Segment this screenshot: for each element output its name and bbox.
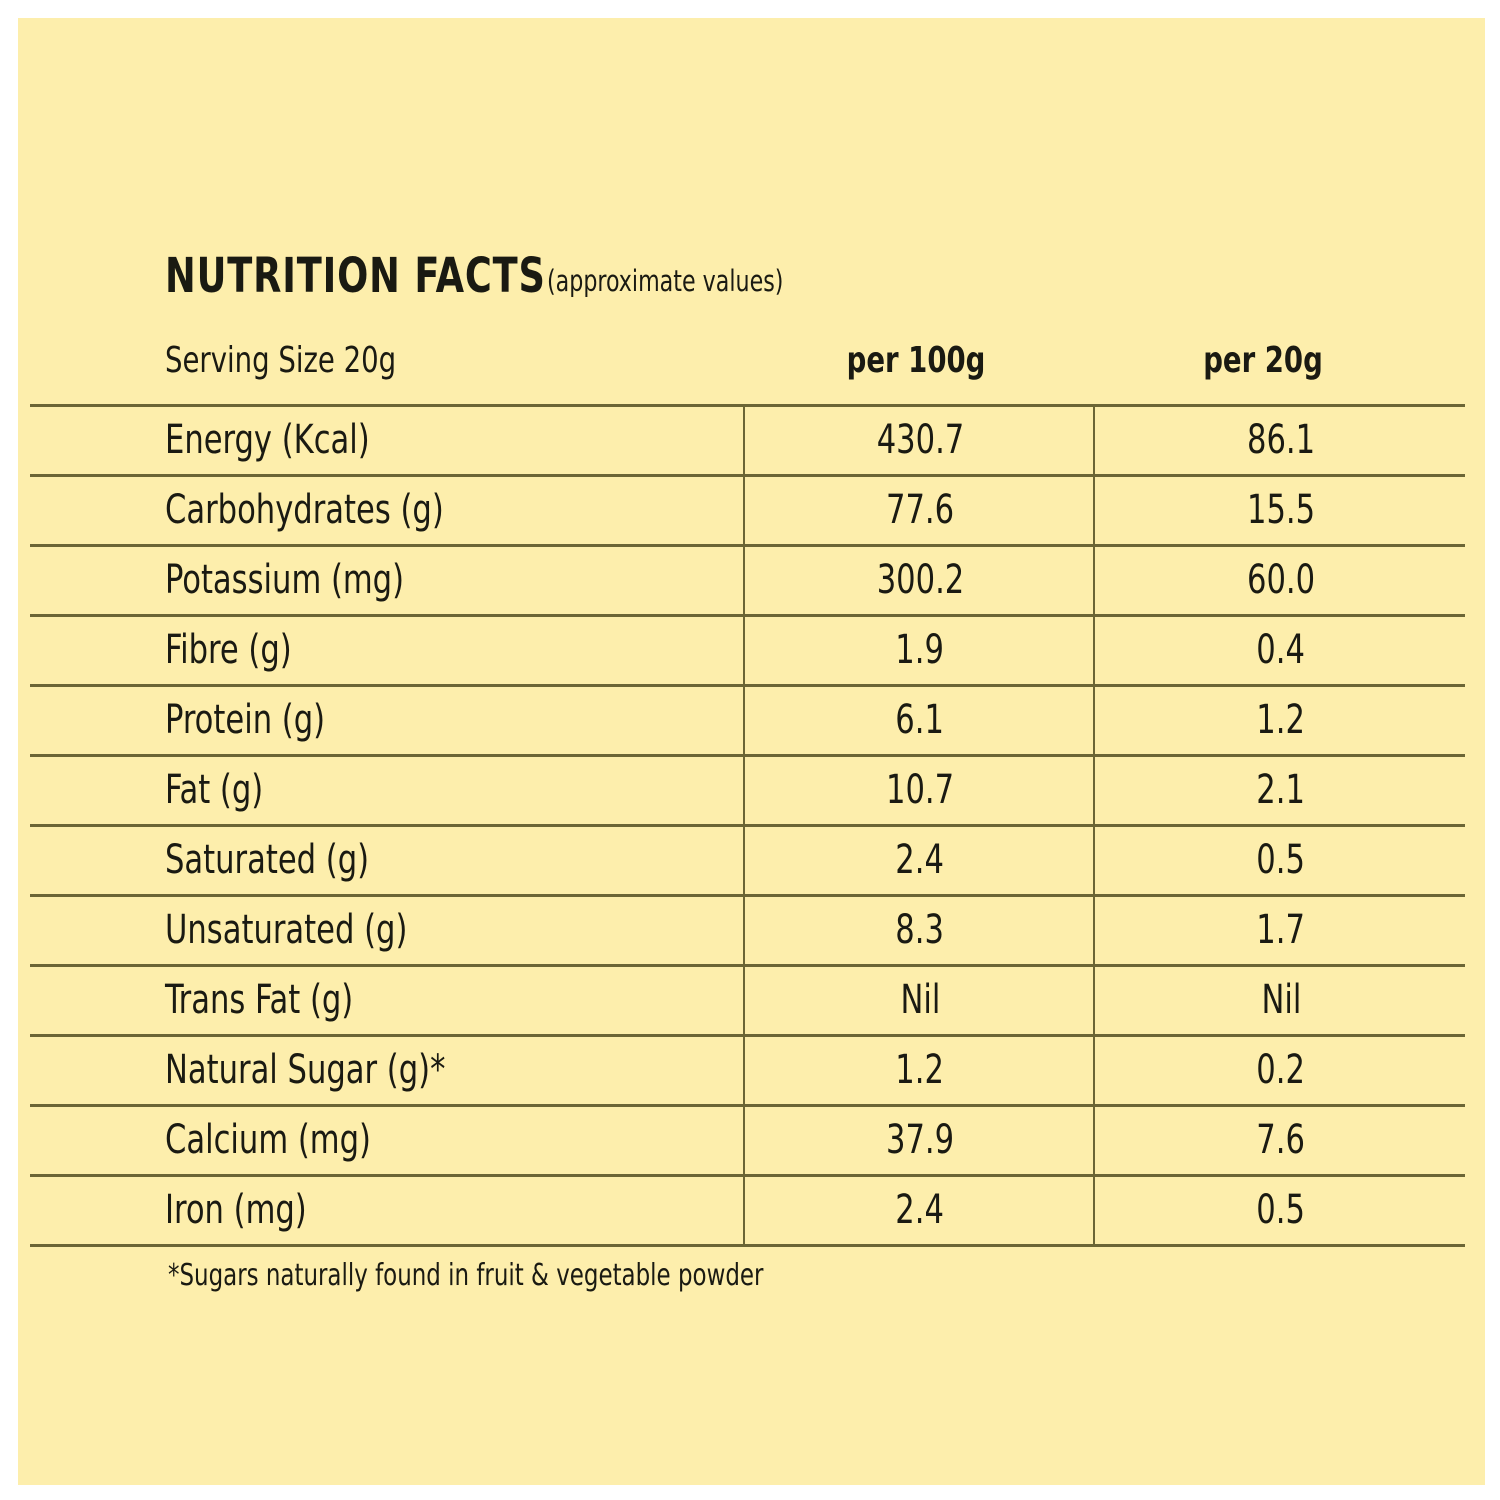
page-title: NUTRITION FACTS: [165, 248, 546, 304]
value-per-100g: 430.7: [743, 407, 1095, 474]
nutrient-name: Protein (g): [165, 697, 326, 743]
value-per-20g: 1.2: [1093, 687, 1467, 754]
value-per-100g-text: 10.7: [885, 767, 955, 813]
nutrition-panel: [18, 18, 1485, 1485]
nutrient-name: Carbohydrates (g): [165, 487, 444, 533]
serving-size-label: Serving Size 20g: [165, 340, 397, 381]
value-per-20g-text: 86.1: [1246, 417, 1316, 463]
value-per-100g: 1.9: [743, 617, 1095, 684]
nutrient-name: Potassium (mg): [165, 557, 405, 603]
nutrient-name: Fibre (g): [165, 627, 292, 673]
nutrient-name: Saturated (g): [165, 837, 370, 883]
value-per-100g: 1.2: [743, 1037, 1095, 1104]
value-per-100g: Nil: [743, 967, 1095, 1034]
column-header-per-100g: per 100g: [846, 340, 986, 381]
value-per-20g-text: Nil: [1261, 977, 1301, 1023]
value-per-20g-text: 15.5: [1246, 487, 1316, 533]
value-per-100g-text: 2.4: [895, 1187, 945, 1233]
table-row: Potassium (mg) 300.2 60.0: [30, 544, 1465, 614]
value-per-20g-text: 7.6: [1256, 1117, 1306, 1163]
table-row: Carbohydrates (g) 77.6 15.5: [30, 474, 1465, 544]
nutrition-table: Energy (Kcal) 430.7 86.1 Carbohydrates (g) 7…: [30, 404, 1465, 1247]
value-per-100g-text: 300.2: [876, 557, 964, 603]
value-per-20g: 60.0: [1093, 547, 1467, 614]
value-per-20g: 7.6: [1093, 1107, 1467, 1174]
value-per-20g-text: 0.4: [1256, 627, 1306, 673]
nutrient-name: Trans Fat (g): [165, 977, 354, 1023]
value-per-100g-text: 37.9: [885, 1117, 955, 1163]
nutrient-name: Natural Sugar (g)*: [165, 1047, 446, 1093]
table-row: Protein (g) 6.1 1.2: [30, 684, 1465, 754]
value-per-100g: 37.9: [743, 1107, 1095, 1174]
value-per-20g-text: 60.0: [1246, 557, 1316, 603]
nutrient-name: Calcium (mg): [165, 1117, 371, 1163]
table-row: Energy (Kcal) 430.7 86.1: [30, 404, 1465, 474]
value-per-20g-text: 1.7: [1256, 907, 1306, 953]
value-per-20g-text: 1.2: [1256, 697, 1306, 743]
value-per-20g: 0.5: [1093, 827, 1467, 894]
table-row: Unsaturated (g) 8.3 1.7: [30, 894, 1465, 964]
nutrient-name: Unsaturated (g): [165, 907, 408, 953]
table-row: Fat (g) 10.7 2.1: [30, 754, 1465, 824]
nutrient-name: Fat (g): [165, 767, 264, 813]
value-per-100g-text: 8.3: [895, 907, 945, 953]
value-per-20g: 2.1: [1093, 757, 1467, 824]
value-per-100g: 2.4: [743, 827, 1095, 894]
nutrient-name: Iron (mg): [165, 1187, 307, 1233]
value-per-20g-text: 2.1: [1256, 767, 1306, 813]
value-per-20g: 0.2: [1093, 1037, 1467, 1104]
value-per-100g: 8.3: [743, 897, 1095, 964]
value-per-100g: 10.7: [743, 757, 1095, 824]
column-header-per-20g: per 20g: [1203, 340, 1323, 381]
value-per-100g: 300.2: [743, 547, 1095, 614]
value-per-20g-text: 0.5: [1256, 1187, 1306, 1233]
title-block: NUTRITION FACTS (approximate values): [165, 248, 783, 304]
value-per-100g: 6.1: [743, 687, 1095, 754]
value-per-20g: 15.5: [1093, 477, 1467, 544]
table-row: Natural Sugar (g)* 1.2 0.2: [30, 1034, 1465, 1104]
value-per-20g: 1.7: [1093, 897, 1467, 964]
value-per-20g-text: 0.5: [1256, 837, 1306, 883]
value-per-100g-text: 2.4: [895, 837, 945, 883]
table-row: Saturated (g) 2.4 0.5: [30, 824, 1465, 894]
value-per-20g: 0.4: [1093, 617, 1467, 684]
value-per-100g-text: 77.6: [885, 487, 955, 533]
value-per-100g-text: 430.7: [876, 417, 964, 463]
value-per-100g-text: 6.1: [895, 697, 945, 743]
value-per-100g-text: 1.9: [895, 627, 945, 673]
table-row: Calcium (mg) 37.9 7.6: [30, 1104, 1465, 1174]
nutrient-name: Energy (Kcal): [165, 417, 370, 463]
value-per-20g: 86.1: [1093, 407, 1467, 474]
value-per-20g-text: 0.2: [1256, 1047, 1306, 1093]
value-per-20g: Nil: [1093, 967, 1467, 1034]
value-per-100g: 77.6: [743, 477, 1095, 544]
table-row: Trans Fat (g) Nil Nil: [30, 964, 1465, 1034]
value-per-100g: 2.4: [743, 1177, 1095, 1244]
table-row: Fibre (g) 1.9 0.4: [30, 614, 1465, 684]
table-row: Iron (mg) 2.4 0.5: [30, 1174, 1465, 1247]
value-per-100g-text: Nil: [900, 977, 940, 1023]
page-subtitle: (approximate values): [547, 264, 784, 298]
value-per-100g-text: 1.2: [895, 1047, 945, 1093]
value-per-20g: 0.5: [1093, 1177, 1467, 1244]
footnote: *Sugars naturally found in fruit & veget…: [168, 1258, 764, 1293]
